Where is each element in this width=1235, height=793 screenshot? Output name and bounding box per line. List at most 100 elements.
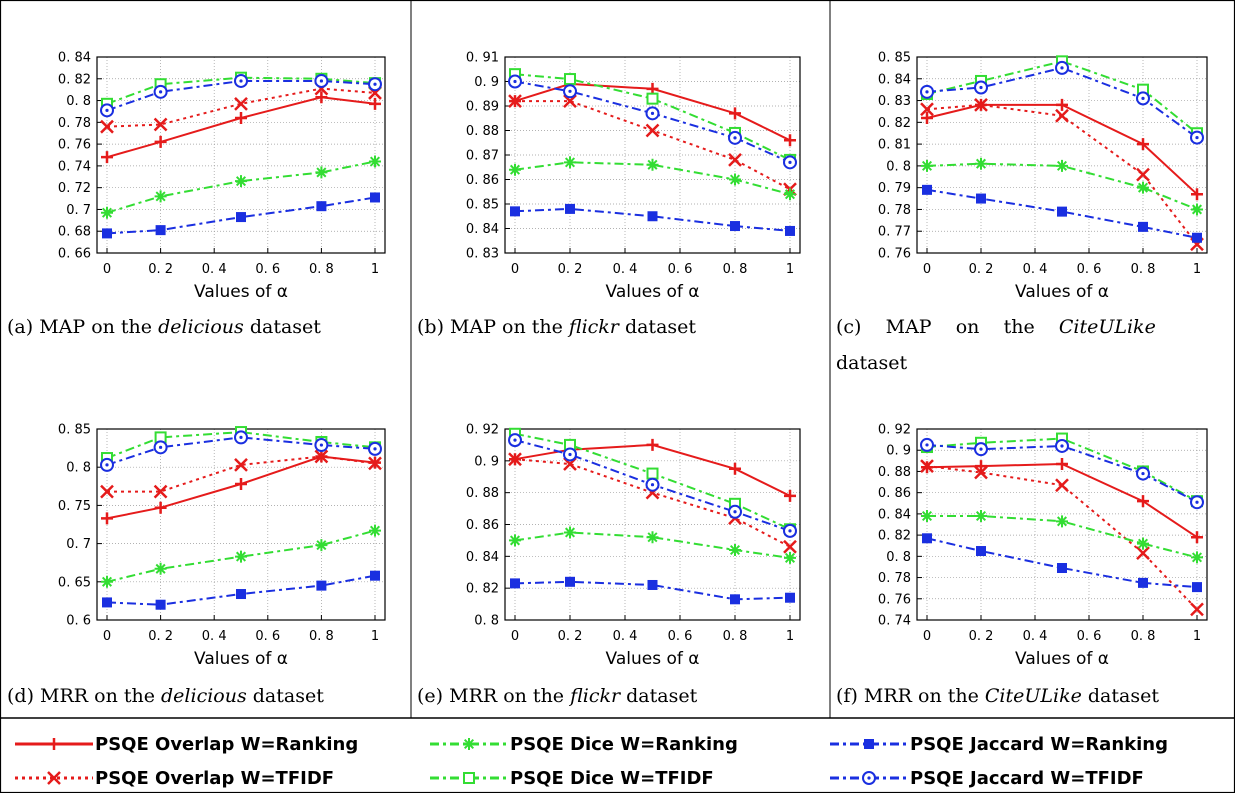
x-tick-label: 0 [511, 629, 519, 644]
data-point-marker [646, 438, 659, 451]
y-tick-label: 0. 68 [58, 225, 91, 240]
series-line [514, 531, 791, 559]
data-point-marker [783, 155, 797, 170]
x-tick-label: 0. 8 [723, 629, 748, 644]
y-tick-label: 0. 8 [66, 461, 91, 476]
data-point-marker [1190, 495, 1204, 510]
legend-label: PSQE Dice W=Ranking [510, 734, 738, 755]
data-point-marker [563, 447, 577, 462]
data-point-marker [102, 597, 112, 608]
data-point-marker [729, 462, 741, 475]
x-tick-label: 0 [103, 629, 111, 644]
x-tick-label: 1 [1193, 262, 1201, 277]
series-filled-square-5 [102, 570, 380, 610]
x-tick-label: 0. 6 [255, 262, 280, 277]
data-point-marker [921, 159, 933, 172]
data-point-marker [1136, 91, 1150, 106]
x-tick-label: 0. 8 [1131, 262, 1156, 277]
data-point-marker [728, 130, 742, 145]
x-tick-label: 0. 2 [558, 262, 583, 277]
data-point-marker [564, 73, 576, 86]
y-tick-label: 0. 75 [58, 499, 91, 514]
data-point-marker [369, 155, 381, 168]
series-open-circle-6 [920, 437, 1204, 510]
data-point-marker [100, 119, 114, 134]
series-filled-square-5 [510, 203, 795, 236]
data-point-marker [1137, 495, 1149, 508]
x-tick-label: 1 [786, 629, 794, 644]
y-tick-label: 0. 83 [878, 94, 911, 109]
x-axis-label: Values of α [1015, 282, 1109, 302]
data-point-marker [645, 123, 660, 138]
series-star-3 [509, 156, 796, 201]
series-line [926, 66, 1198, 139]
y-tick-label: 0. 84 [466, 222, 499, 237]
data-point-marker [1056, 458, 1068, 471]
y-tick-label: 0. 85 [466, 198, 499, 213]
data-point-marker [974, 442, 988, 457]
data-point-marker [153, 84, 168, 99]
data-point-marker [368, 77, 382, 92]
x-tick-label: 0. 2 [148, 262, 173, 277]
y-tick-label: 0. 85 [58, 423, 91, 438]
y-tick-label: 0. 8 [66, 94, 91, 109]
data-point-marker [154, 135, 167, 148]
data-point-marker [785, 592, 795, 603]
data-point-marker [314, 449, 329, 464]
series-line [926, 103, 1198, 195]
data-point-marker [1057, 206, 1067, 217]
data-point-marker [315, 539, 328, 552]
data-point-marker [314, 73, 329, 88]
data-point-marker [647, 211, 658, 222]
series-plus-1 [101, 450, 381, 525]
data-point-marker [100, 103, 114, 118]
data-point-marker [234, 430, 248, 445]
data-point-marker [1136, 546, 1150, 561]
data-point-marker [1136, 167, 1150, 182]
series-star-3 [921, 157, 1203, 216]
legend-marker [463, 738, 475, 750]
series-cross-2 [508, 94, 797, 197]
y-tick-label: 0. 86 [878, 486, 911, 501]
legend-marker [862, 771, 876, 785]
x-tick-label: 1 [371, 262, 379, 277]
data-point-marker [1191, 188, 1203, 201]
data-point-marker [728, 153, 742, 167]
data-point-marker [101, 512, 113, 525]
panel-caption: (a) MAP on the delicious dataset [7, 316, 321, 338]
y-tick-label: 0. 91 [466, 51, 499, 66]
x-tick-label: 0. 6 [668, 629, 693, 644]
data-point-marker [920, 437, 934, 452]
x-tick-label: 0 [103, 262, 111, 277]
data-point-marker [647, 579, 658, 590]
data-point-marker [316, 201, 327, 212]
data-point-marker [154, 501, 167, 514]
series-cross-2 [920, 98, 1204, 252]
data-point-marker [1055, 108, 1069, 123]
panel-caption: (d) MRR on the delicious dataset [7, 685, 324, 707]
data-point-marker [235, 478, 247, 491]
data-point-marker [154, 190, 167, 203]
x-tick-label: 0. 6 [255, 629, 280, 644]
data-point-marker [783, 523, 797, 538]
data-point-marker [784, 188, 796, 201]
data-point-marker [1190, 130, 1204, 145]
x-tick-label: 0. 6 [668, 262, 693, 277]
data-point-marker [975, 157, 987, 170]
y-tick-label: 0. 87 [466, 149, 499, 164]
data-point-marker [1191, 551, 1203, 564]
series-line [926, 103, 1198, 245]
y-tick-label: 0. 86 [466, 518, 499, 533]
data-point-marker [1136, 466, 1150, 481]
x-tick-label: 0. 8 [723, 262, 748, 277]
data-point-marker [1055, 438, 1069, 453]
chart-panel-2: 0. 83 0. 84 0. 85 0. 86 0. 87 0. 88 0. 89 0. 9 0… [417, 51, 801, 338]
y-tick-label: 0. 82 [58, 72, 91, 87]
legend-marker [48, 738, 60, 750]
y-tick-label: 0. 88 [466, 124, 499, 139]
y-tick-label: 0. 8 [886, 159, 911, 174]
data-point-marker [729, 107, 741, 120]
data-point-marker [101, 151, 113, 164]
series-open-circle-6 [508, 74, 797, 170]
data-point-marker [1057, 563, 1067, 574]
